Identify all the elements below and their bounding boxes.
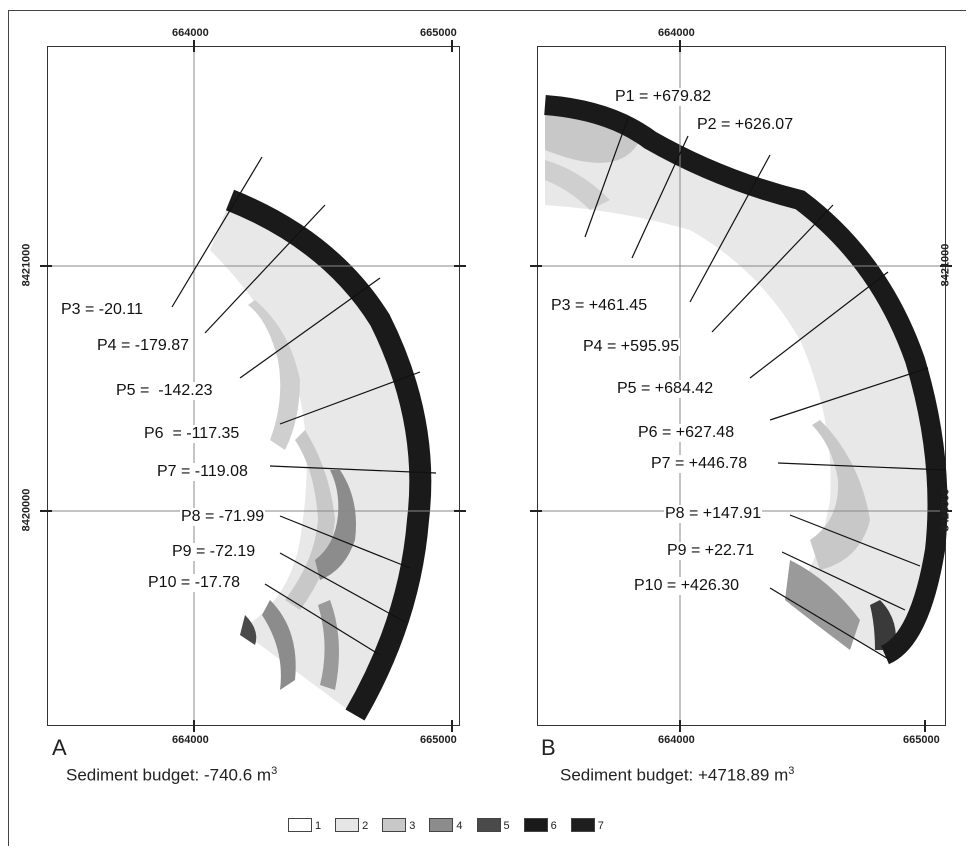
panel-a-budget: Sediment budget: -740.6 m3 <box>66 765 277 786</box>
legend-label: 5 <box>503 820 510 832</box>
panel-b-profile-label: P10 = +426.30 <box>633 577 740 595</box>
panel-a-profile-label: P10 = -17.78 <box>147 574 242 592</box>
legend-item: 5 <box>476 818 510 832</box>
panel-b-letter: B <box>541 735 556 760</box>
legend-item: 2 <box>335 818 368 832</box>
panel-b-right-tick-2: 8420000 <box>939 488 952 532</box>
panel-a-profile-label: P3 = -20.11 <box>60 301 144 319</box>
panel-b-profile-label: P1 = +679.82 <box>614 88 713 106</box>
legend-swatch <box>382 818 407 832</box>
panel-b-profile-lines <box>584 117 947 661</box>
panel-b-channel <box>544 95 948 665</box>
panel-a-profile-label: P7 = -119.08 <box>156 463 249 481</box>
panel-a-channel <box>210 189 432 721</box>
legend-label: 3 <box>409 820 416 832</box>
legend-label: 2 <box>362 820 369 832</box>
panel-a-budget-exp: 3 <box>271 765 278 777</box>
legend-swatch <box>429 818 454 832</box>
panel-a-profile-label: P8 = -71.99 <box>180 508 266 526</box>
panel-a-top-tick-2: 665000 <box>420 27 457 39</box>
legend-swatch <box>335 818 360 832</box>
legend-swatch <box>523 818 548 832</box>
panel-b-top-tick-1: 664000 <box>658 27 695 39</box>
panel-b-bottom-tick-1: 664000 <box>658 734 695 746</box>
panel-b-profile-label: P7 = +446.78 <box>650 455 749 473</box>
panel-b-profile-label: P9 = +22.71 <box>666 542 756 560</box>
panel-b-profile-label: P2 = +626.07 <box>696 116 795 134</box>
legend-swatch <box>570 818 595 832</box>
panel-a-profile-lines <box>171 156 437 656</box>
panel-b-profile-label: P6 = +627.48 <box>637 424 736 442</box>
left-tick-2: 8420000 <box>20 488 33 532</box>
panel-a-bottom-tick-2: 665000 <box>420 734 457 746</box>
legend-label: 1 <box>315 820 322 832</box>
legend-item: 4 <box>429 818 463 832</box>
panel-b-budget-exp: 3 <box>788 765 795 777</box>
panel-b-budget-text: Sediment budget: +4718.89 m <box>560 765 789 785</box>
legend-item: 3 <box>382 818 415 832</box>
legend-swatch <box>288 818 312 832</box>
legend-label: 6 <box>550 820 557 832</box>
legend-item: 6 <box>523 818 557 832</box>
panel-b-profile-label: P8 = +147.91 <box>664 505 763 523</box>
panel-b-budget: Sediment budget: +4718.89 m3 <box>560 765 794 786</box>
left-tick-1: 8421000 <box>20 243 33 287</box>
panel-a-bottom-tick-1: 664000 <box>172 734 209 746</box>
legend-swatch <box>476 818 501 832</box>
panel-a-profile-label: P4 = -179.87 <box>96 337 191 355</box>
panel-a-budget-text: Sediment budget: -740.6 m <box>66 765 272 785</box>
panel-b-profile-label: P3 = +461.45 <box>550 297 649 315</box>
legend-label: 7 <box>597 820 604 832</box>
panel-b-bottom-tick-2: 665000 <box>903 734 940 746</box>
panel-a-letter: A <box>52 735 67 760</box>
frame-ticks <box>40 40 952 732</box>
figure-frame <box>8 10 966 846</box>
panel-b-profile-label: P4 = +595.95 <box>582 338 681 356</box>
legend-item: 1 <box>288 818 321 832</box>
legend-label: 4 <box>456 820 463 832</box>
panel-b-profile-label: P5 = +684.42 <box>616 380 715 398</box>
panel-a-top-tick-1: 664000 <box>172 27 209 39</box>
panel-a-profile-label: P6 = -117.35 <box>143 425 241 443</box>
panel-a-profile-label: P5 = -142.23 <box>115 382 214 400</box>
legend-item: 7 <box>570 818 604 832</box>
legend: 1 2 3 4 5 6 7 <box>288 818 604 832</box>
panel-a-profile-label: P9 = -72.19 <box>171 543 257 561</box>
panel-b-right-tick-1: 8421000 <box>939 243 952 287</box>
